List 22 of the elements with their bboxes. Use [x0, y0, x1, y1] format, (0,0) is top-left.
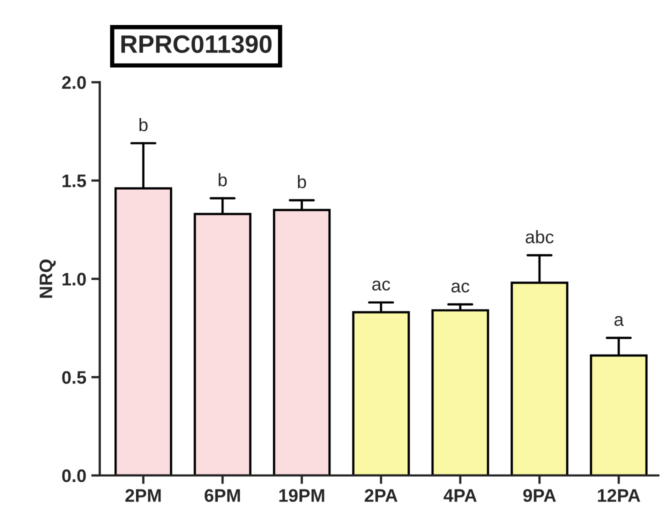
x-tick-label: 6PM: [204, 489, 240, 502]
x-tick-label: 19PM: [279, 489, 324, 502]
bar: [431, 309, 490, 476]
annotation: abc: [526, 230, 554, 244]
y-tick-label: 2.0: [62, 76, 86, 89]
y-tick-label: 1.0: [62, 272, 86, 286]
x-tick-label: 2PA: [364, 489, 398, 502]
y-tick-label: 1.5: [62, 174, 86, 188]
chart-title: RPRC011390: [121, 35, 272, 54]
annotation: a: [614, 316, 624, 326]
x-tick-label: 4PA: [444, 489, 477, 502]
annotation: b: [139, 118, 148, 132]
annotation: b: [218, 173, 227, 186]
annotation: ac: [452, 282, 470, 292]
y-tick-label: 0.5: [62, 371, 86, 384]
y-axis-title: NRQ: [40, 260, 56, 298]
annotation: b: [298, 175, 306, 188]
annotation: ac: [372, 280, 390, 291]
x-tick-label: 2PM: [125, 489, 161, 502]
y-tick-label: 0.0: [62, 469, 86, 482]
x-tick-label: 12PA: [598, 489, 640, 502]
x-tick-label: 9PA: [523, 489, 556, 502]
